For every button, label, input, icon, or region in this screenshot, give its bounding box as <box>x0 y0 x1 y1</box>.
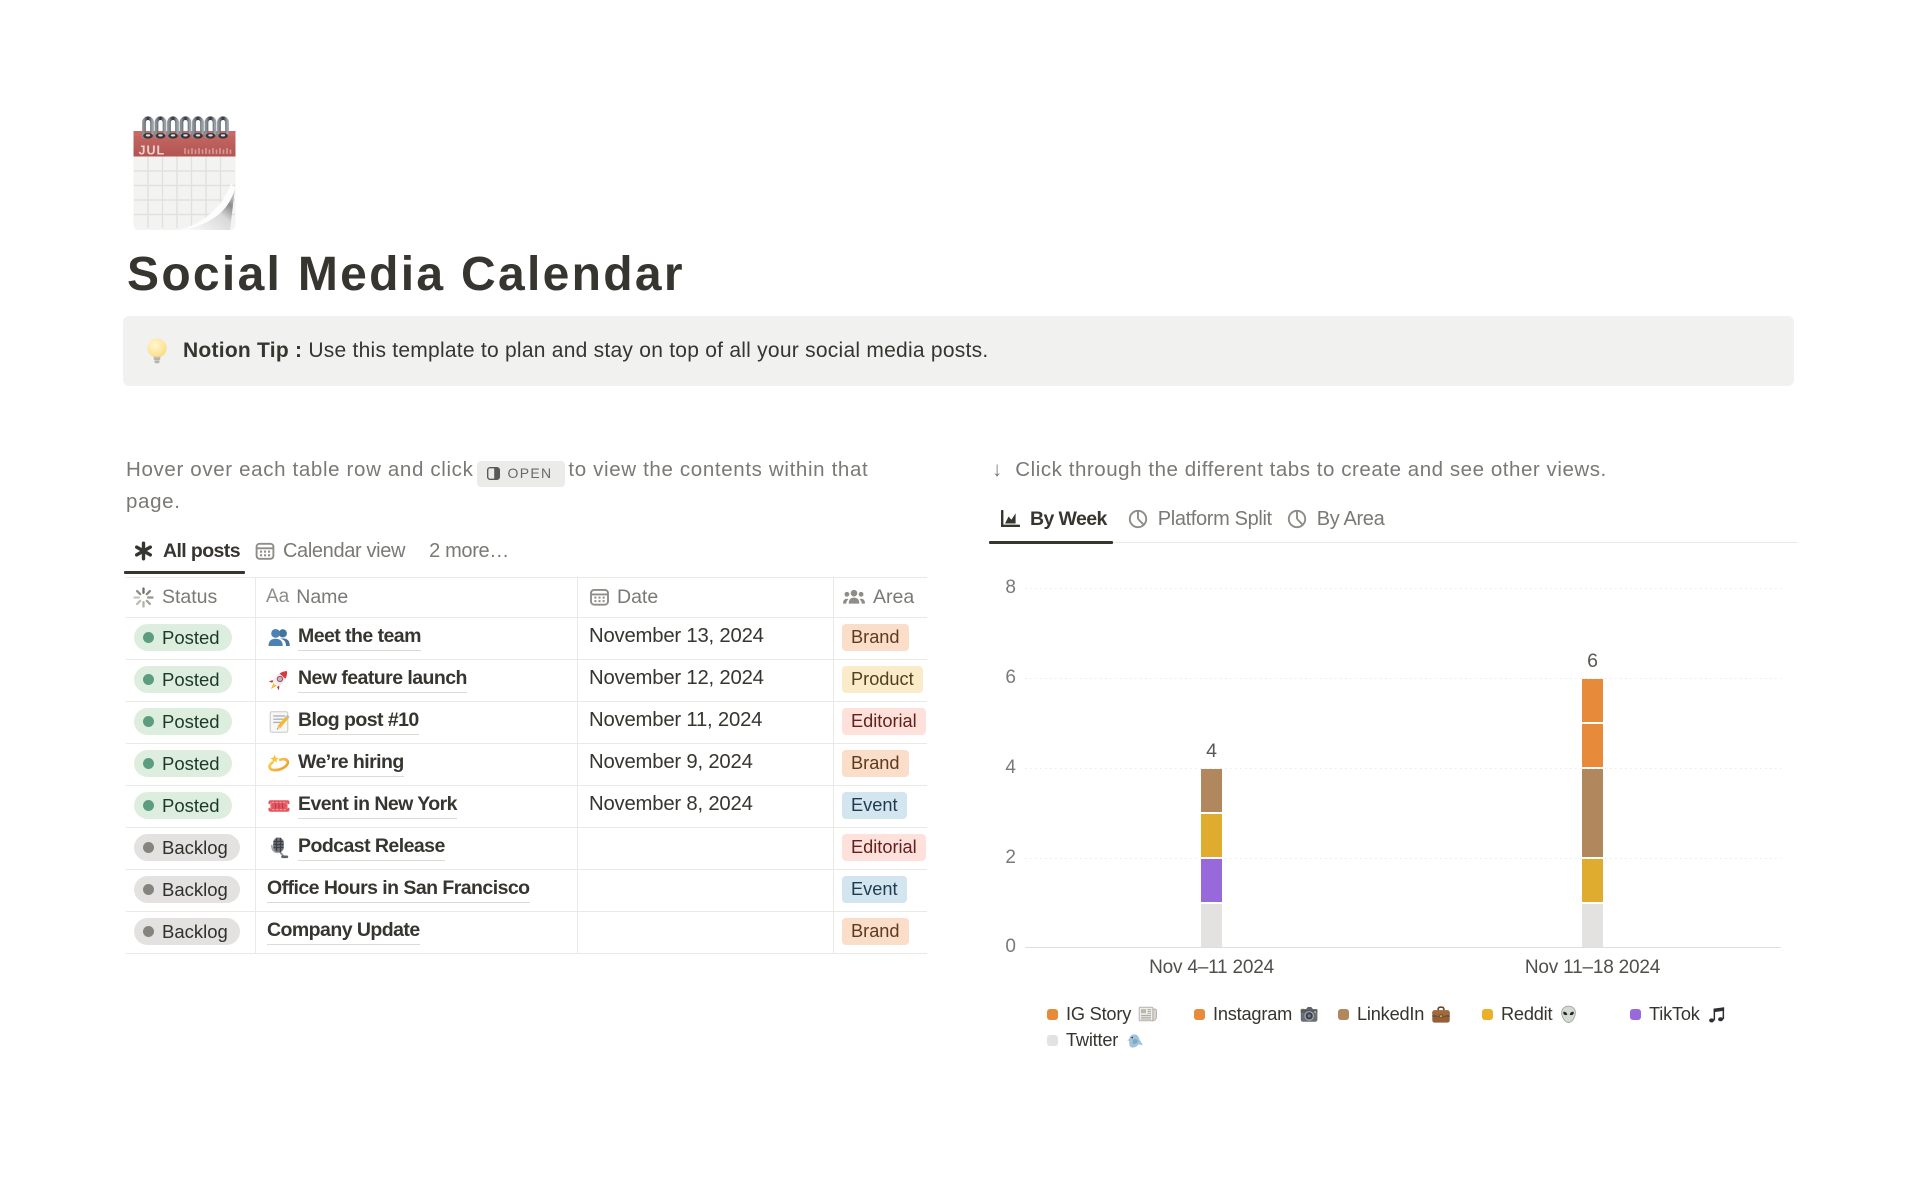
svg-text:JUL: JUL <box>139 144 166 158</box>
